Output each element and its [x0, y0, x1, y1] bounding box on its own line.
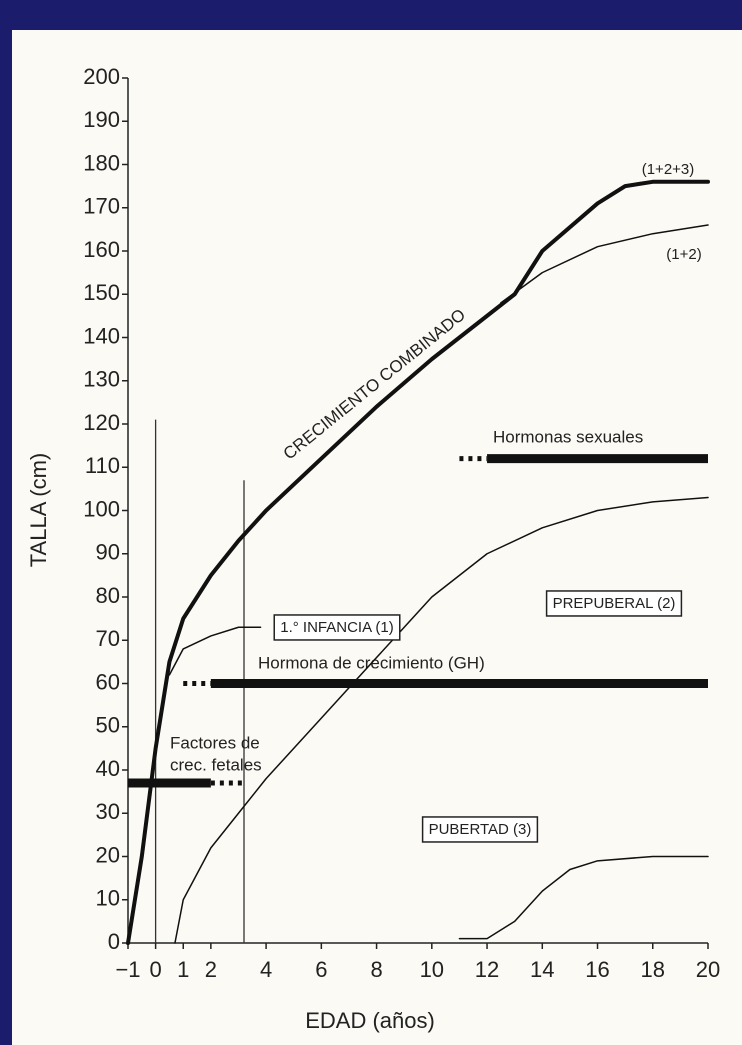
- growth-curve: [500, 224, 709, 304]
- y-tick-label: 60: [96, 669, 120, 694]
- y-tick-label: 160: [83, 237, 120, 262]
- hormone-label: crec. fetales: [170, 755, 262, 774]
- hormone-label: Hormonas sexuales: [493, 427, 643, 446]
- y-tick-label: 90: [96, 540, 120, 565]
- x-tick-label: 20: [696, 957, 720, 982]
- y-tick-label: 130: [83, 367, 120, 392]
- y-tick-label: 10: [96, 886, 120, 911]
- growth-curve: [174, 496, 709, 944]
- label-box: [421, 816, 539, 843]
- y-tick-label: 80: [96, 583, 120, 608]
- x-tick-label: 8: [370, 957, 382, 982]
- y-tick-label: 40: [96, 756, 120, 781]
- y-tick-label: 140: [83, 323, 120, 348]
- x-tick-label: 10: [420, 957, 444, 982]
- y-tick-label: 110: [85, 453, 120, 478]
- x-tick-label: 2: [205, 957, 217, 982]
- x-tick-label: 16: [585, 957, 609, 982]
- hormone-label: Factores de: [170, 733, 260, 752]
- growth-curve: [168, 626, 262, 676]
- x-tick-label: 1: [177, 957, 189, 982]
- y-tick-label: 30: [96, 799, 120, 824]
- x-axis-title: EDAD (años): [305, 1008, 435, 1033]
- y-tick-label: 50: [96, 713, 120, 738]
- x-tick-label: 12: [475, 957, 499, 982]
- growth-curve: [458, 855, 709, 940]
- x-tick-label: −1: [115, 957, 140, 982]
- y-tick-label: 120: [83, 410, 120, 435]
- y-tick-label: 170: [83, 194, 120, 219]
- series-label: PREPUBERAL (2): [553, 595, 676, 612]
- y-tick-label: 180: [83, 150, 120, 175]
- y-tick-label: 100: [83, 496, 120, 521]
- y-tick-label: 0: [108, 929, 120, 954]
- x-tick-label: 14: [530, 957, 554, 982]
- x-tick-label: 18: [641, 957, 665, 982]
- y-tick-label: 200: [83, 64, 120, 89]
- y-axis-title: TALLA (cm): [26, 453, 51, 568]
- figure-background: [12, 30, 742, 1045]
- label-box: [545, 590, 683, 617]
- growth-curve: [126, 179, 710, 945]
- x-tick-label: 6: [315, 957, 327, 982]
- y-tick-label: 20: [96, 842, 120, 867]
- y-tick-label: 150: [83, 280, 120, 305]
- label-box: [273, 614, 401, 641]
- x-tick-label: 0: [149, 957, 161, 982]
- series-label: PUBERTAD (3): [429, 821, 532, 838]
- series-label: (1+2+3): [642, 161, 695, 178]
- series-label: 1.° INFANCIA (1): [280, 619, 394, 636]
- y-tick-label: 190: [83, 107, 120, 132]
- series-label: (1+2): [666, 246, 701, 263]
- x-tick-label: 4: [260, 957, 272, 982]
- y-tick-label: 70: [96, 626, 120, 651]
